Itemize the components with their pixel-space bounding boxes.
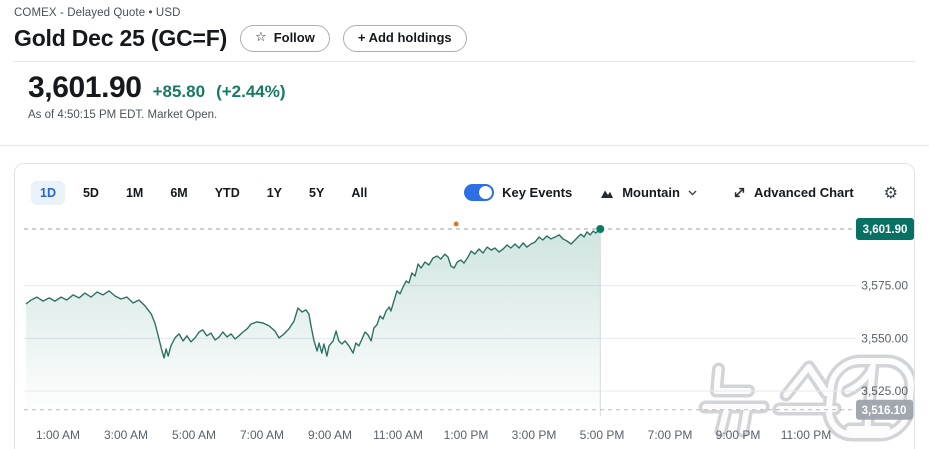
event-marker-dot[interactable] bbox=[453, 221, 459, 227]
key-events-label: Key Events bbox=[502, 185, 573, 200]
page-title: Gold Dec 25 (GC=F) bbox=[14, 25, 228, 51]
previous-close-badge-label: 3,516.10 bbox=[862, 405, 907, 417]
range-tab-all[interactable]: All bbox=[342, 181, 376, 205]
chart-type-dropdown[interactable]: Mountain bbox=[600, 185, 697, 200]
x-axis-label: 3:00 AM bbox=[104, 428, 148, 442]
chart-controls: Key Events Mountain Advanced Chart ⚙ bbox=[464, 184, 898, 201]
mountain-icon bbox=[601, 190, 614, 198]
range-tab-5y[interactable]: 5Y bbox=[300, 181, 333, 205]
range-tab-ytd[interactable]: YTD bbox=[206, 181, 249, 205]
last-price-dot bbox=[596, 225, 605, 233]
x-axis-label: 5:00 AM bbox=[172, 428, 216, 442]
range-tabs: 1D 5D 1M 6M YTD 1Y 5Y All bbox=[31, 180, 376, 205]
add-holdings-button[interactable]: + Add holdings bbox=[342, 25, 467, 52]
follow-button-label: Follow bbox=[273, 30, 315, 46]
y-axis-label: 3,525.00 bbox=[861, 384, 908, 398]
star-icon: ☆ bbox=[255, 30, 267, 46]
x-axis-label: 11:00 PM bbox=[781, 428, 831, 442]
x-axis-label: 1:00 AM bbox=[36, 428, 80, 442]
price-line bbox=[25, 228, 601, 359]
x-axis-label: 9:00 PM bbox=[716, 428, 761, 442]
chart-type-label: Mountain bbox=[622, 185, 680, 200]
gear-icon[interactable]: ⚙ bbox=[883, 182, 898, 202]
current-price-badge-label: 3,601.90 bbox=[863, 224, 908, 236]
key-events-toggle-group[interactable]: Key Events bbox=[464, 184, 572, 201]
section-divider bbox=[0, 145, 929, 146]
price-chart[interactable]: 3,575.00 3,550.00 3,525.00 1:00 AM 3:00 AM 5:… bbox=[15, 211, 914, 449]
x-axis-label: 3:00 PM bbox=[512, 428, 557, 442]
chevron-down-icon bbox=[688, 190, 697, 195]
area-fill bbox=[26, 229, 601, 416]
price-change-percent: (+2.44%) bbox=[216, 82, 286, 101]
add-holdings-label: + Add holdings bbox=[357, 30, 452, 46]
toggle-knob bbox=[479, 186, 493, 199]
current-price-badge bbox=[856, 218, 914, 240]
price-change: +85.80 bbox=[152, 82, 206, 101]
advanced-chart-icon bbox=[734, 187, 745, 198]
advanced-chart-label: Advanced Chart bbox=[753, 185, 854, 200]
news1-watermark bbox=[698, 354, 914, 442]
chart-toolbar: 1D 5D 1M 6M YTD 1Y 5Y All Key Events Mountain A… bbox=[15, 164, 914, 208]
key-events-toggle[interactable] bbox=[464, 184, 495, 201]
range-tab-6m[interactable]: 6M bbox=[161, 181, 196, 205]
advanced-chart-button[interactable]: Advanced Chart bbox=[733, 185, 854, 200]
header-divider bbox=[14, 61, 915, 62]
x-axis-label: 1:00 PM bbox=[444, 428, 489, 442]
quote-header: COMEX - Delayed Quote • USD Gold Dec 25 … bbox=[0, 0, 929, 121]
x-axis-label: 7:00 AM bbox=[240, 428, 284, 442]
chart-card: 1D 5D 1M 6M YTD 1Y 5Y All Key Events Mountain A… bbox=[14, 163, 915, 449]
previous-close-badge bbox=[856, 399, 913, 420]
range-tab-1m[interactable]: 1M bbox=[117, 181, 152, 205]
x-axis-label: 11:00 AM bbox=[373, 428, 423, 442]
exchange-delayed-quote-line: COMEX - Delayed Quote • USD bbox=[14, 7, 181, 19]
current-price: 3,601.90 bbox=[28, 71, 142, 104]
y-axis-label: 3,575.00 bbox=[861, 279, 908, 293]
x-axis-label: 7:00 PM bbox=[648, 428, 693, 442]
as-of-timestamp: As of 4:50:15 PM EDT. Market Open. bbox=[28, 109, 218, 121]
range-tab-1y[interactable]: 1Y bbox=[258, 181, 291, 205]
y-axis-label: 3,550.00 bbox=[861, 331, 908, 345]
x-axis-label: 5:00 PM bbox=[580, 428, 625, 442]
follow-button[interactable]: ☆ Follow bbox=[240, 25, 330, 52]
range-tab-1d[interactable]: 1D bbox=[31, 180, 65, 205]
range-tab-5d[interactable]: 5D bbox=[74, 181, 108, 205]
x-axis-label: 9:00 AM bbox=[308, 428, 352, 442]
